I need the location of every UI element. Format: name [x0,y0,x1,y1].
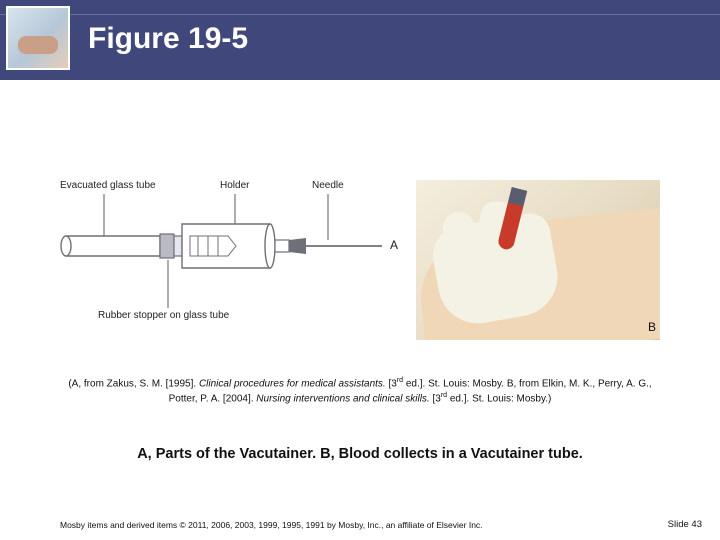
citation-a-prefix: (A, from Zakus, S. M. [1995]. [68,378,199,389]
photo-panel-b: B [416,180,660,340]
vacutainer-diagram-svg [60,180,400,340]
citation-a-ed-open: [3 [386,378,397,389]
header-thumbnail [6,6,70,70]
caption-a-bold: A, [137,446,152,462]
caption-b-bold: B, [320,446,335,462]
citation-b-title: Nursing interventions and clinical skill… [256,393,429,404]
thumbnail-image [8,8,68,68]
citation-b-ed-open: [3 [430,393,441,404]
panel-letter-b: B [648,320,656,334]
citation-a-title: Clinical procedures for medical assistan… [199,378,386,389]
citation-a-ed-close: ed.]. St. Louis: Mosby. [403,378,507,389]
header-divider [0,14,720,15]
slide-title: Figure 19-5 [88,22,248,56]
diagram-panel-a: Evacuated glass tube Holder Needle Rubbe… [60,180,400,340]
figure-citation: (A, from Zakus, S. M. [1995]. Clinical p… [60,376,660,406]
slide-number: Slide 43 [668,519,702,530]
caption-a-text: Parts of the Vacutainer. [152,446,320,462]
figure-area: Evacuated glass tube Holder Needle Rubbe… [60,180,660,340]
copyright-text: Mosby items and derived items © 2011, 20… [60,520,483,530]
panel-letter-a: A [390,238,398,252]
citation-b-ed-close: ed.]. St. Louis: Mosby.) [447,393,551,404]
caption-b-text: Blood collects in a Vacutainer tube. [335,446,583,462]
figure-caption: A, Parts of the Vacutainer. B, Blood col… [60,446,660,462]
